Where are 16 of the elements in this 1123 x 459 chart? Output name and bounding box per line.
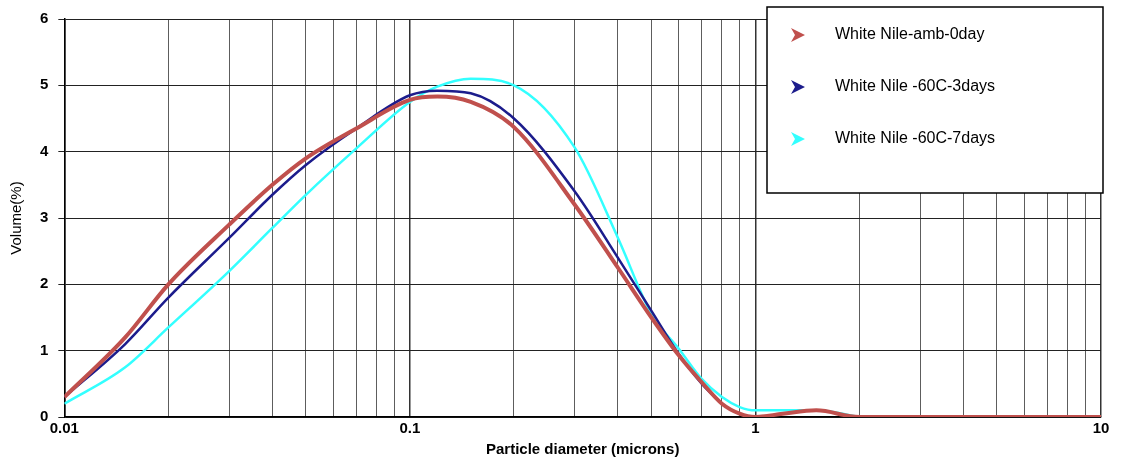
x-tick-label: 10: [1092, 419, 1110, 437]
y-axis-title: Volume(%): [7, 181, 25, 255]
y-tick-label: 5: [40, 75, 49, 93]
y-tick-label: 2: [40, 274, 49, 292]
legend-label: White Nile -60C-7days: [835, 129, 996, 147]
legend-label: White Nile-amb-0day: [835, 25, 985, 43]
y-tick-label: 3: [40, 208, 49, 226]
y-tick-label: 6: [40, 9, 49, 27]
x-axis-title: Particle diameter (microns): [485, 440, 680, 458]
y-tick-label: 1: [40, 340, 49, 358]
y-tick-label: 4: [40, 141, 49, 159]
x-tick-label: 0.1: [399, 419, 421, 437]
y-tick-label: 0: [40, 407, 49, 425]
legend-label: White Nile -60C-3days: [835, 77, 996, 95]
x-tick-label: 1: [751, 419, 760, 437]
x-tick-label: 0.01: [49, 419, 79, 437]
